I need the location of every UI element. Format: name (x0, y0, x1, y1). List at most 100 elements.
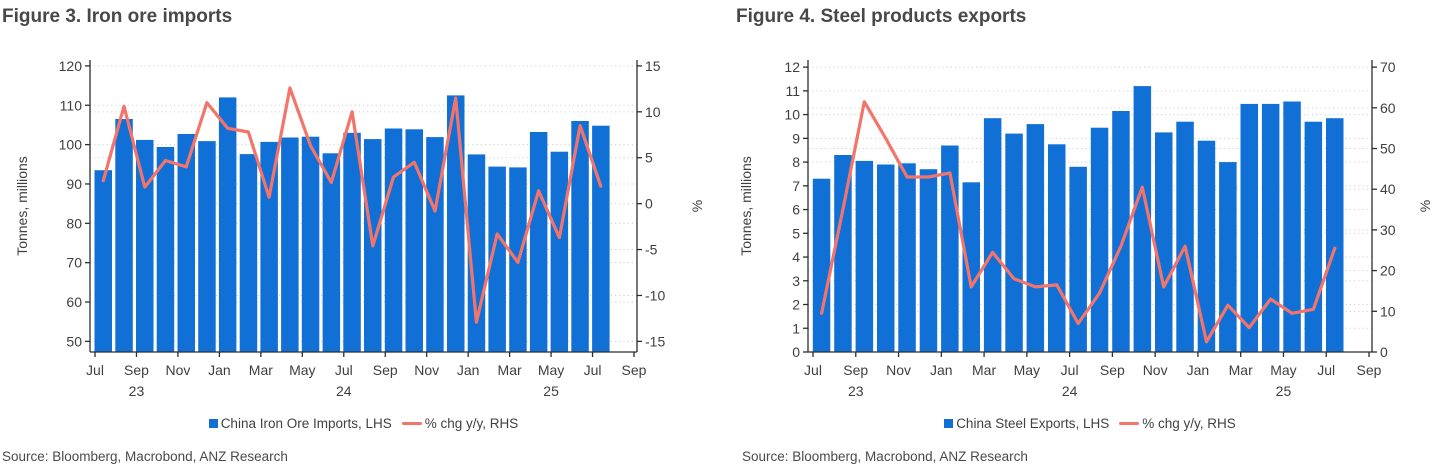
bar (919, 169, 938, 352)
left-tick-label: 90 (66, 176, 82, 192)
right-tick-label: -15 (645, 333, 665, 349)
x-tick-label: Jul (804, 362, 822, 378)
bar-swatch-icon (208, 419, 218, 428)
bar (301, 136, 320, 352)
figure-3-title: Figure 3. Iron ore imports (2, 6, 233, 27)
x-year-label: 23 (129, 383, 145, 399)
bar (281, 137, 299, 352)
left-tick-label: 100 (59, 137, 83, 153)
bar (322, 153, 341, 352)
bar (812, 178, 831, 352)
bar (1112, 111, 1130, 352)
bar (343, 132, 361, 352)
x-year-label: 25 (543, 383, 559, 399)
bar (488, 166, 506, 352)
bar (136, 139, 154, 352)
bar (983, 118, 1002, 352)
x-year-label: 25 (1276, 383, 1292, 399)
x-tick-label: Jul (335, 362, 353, 378)
bar (156, 147, 175, 352)
bar (1176, 121, 1194, 352)
x-year-label: 24 (336, 383, 352, 399)
line-swatch-icon (1119, 421, 1140, 426)
bar (239, 154, 258, 352)
left-axis-title: Tonnes, millions (738, 156, 754, 256)
left-tick-label: 12 (784, 59, 800, 75)
figure-4-legend: China Steel Exports, LHS % chg y/y, RHS (808, 416, 1372, 431)
left-tick-label: 60 (66, 294, 82, 310)
x-tick-label: Sep (124, 362, 149, 378)
bar (592, 125, 610, 352)
legend-item-line: % chg y/y, RHS (401, 416, 518, 431)
right-tick-label: 70 (1380, 59, 1396, 75)
x-tick-label: Jul (1317, 362, 1335, 378)
x-tick-label: May (289, 362, 315, 378)
left-tick-label: 6 (792, 202, 800, 218)
left-tick-label: 9 (792, 130, 800, 146)
bar (260, 141, 278, 352)
legend-item-line: % chg y/y, RHS (1119, 416, 1236, 431)
left-tick-label: 11 (785, 83, 800, 99)
left-tick-label: 8 (792, 154, 800, 170)
bar (1261, 103, 1280, 353)
bar (1304, 121, 1323, 352)
x-tick-label: Nov (165, 362, 190, 378)
x-tick-label: Jan (1187, 362, 1210, 378)
figure-3-source: Source: Bloomberg, Macrobond, ANZ Resear… (2, 449, 288, 464)
left-tick-label: 3 (792, 273, 800, 289)
bar (115, 119, 133, 352)
x-tick-label: Nov (886, 362, 911, 378)
right-tick-label: 50 (1380, 141, 1396, 157)
right-tick-label: 20 (1380, 263, 1396, 279)
bar (405, 129, 423, 352)
line-series (819, 100, 1337, 344)
x-tick-label: Mar (498, 362, 522, 378)
bar (962, 182, 980, 352)
bar (1219, 162, 1237, 352)
bar (1090, 127, 1109, 352)
legend-item-bars: China Steel Exports, LHS (944, 416, 1109, 431)
bar (898, 163, 916, 352)
bar (834, 155, 852, 352)
right-tick-label: 10 (645, 104, 661, 120)
right-tick-label: 30 (1380, 222, 1396, 238)
figure-4-title: Figure 4. Steel products exports (736, 6, 1027, 27)
x-tick-label: Jan (457, 362, 480, 378)
left-tick-label: 5 (792, 225, 800, 241)
bar (529, 132, 548, 352)
left-tick-label: 120 (59, 58, 83, 74)
left-tick-label: 7 (792, 178, 800, 194)
bar (877, 164, 895, 352)
right-tick-label: -5 (645, 242, 658, 258)
right-tick-label: 10 (1380, 303, 1396, 319)
bar (855, 160, 874, 352)
left-tick-label: 110 (60, 97, 83, 113)
bar (94, 170, 112, 352)
x-tick-label: Mar (972, 362, 996, 378)
left-tick-label: 1 (792, 320, 800, 336)
bar (1197, 140, 1216, 352)
right-tick-label: 40 (1380, 181, 1396, 197)
x-year-label: 23 (848, 383, 864, 399)
x-tick-label: May (1014, 362, 1040, 378)
bar (1048, 144, 1066, 352)
right-tick-label: -10 (645, 287, 665, 303)
x-tick-label: Jul (584, 362, 602, 378)
figure-4-steel-products-exports: 12 11 10 9 8 7 6 5 4 3 2 1 0 70 60 50 40 30 20 10 0 Jul Sep Nov… (712, 0, 1442, 472)
x-year-label: 24 (1062, 383, 1078, 399)
bar (218, 97, 237, 353)
x-tick-label: Jan (930, 362, 953, 378)
left-axis-title: Tonnes, millions (14, 156, 30, 256)
bar (177, 134, 195, 352)
x-tick-label: Mar (1229, 362, 1253, 378)
left-tick-label: 4 (792, 249, 800, 265)
bar (1005, 133, 1023, 352)
x-tick-label: Sep (373, 362, 398, 378)
right-tick-label: 5 (645, 150, 653, 166)
legend-label-bars: China Steel Exports, LHS (956, 416, 1110, 431)
x-tick-label: Nov (414, 362, 439, 378)
x-tick-label: Sep (1357, 362, 1382, 378)
bar (550, 151, 569, 352)
